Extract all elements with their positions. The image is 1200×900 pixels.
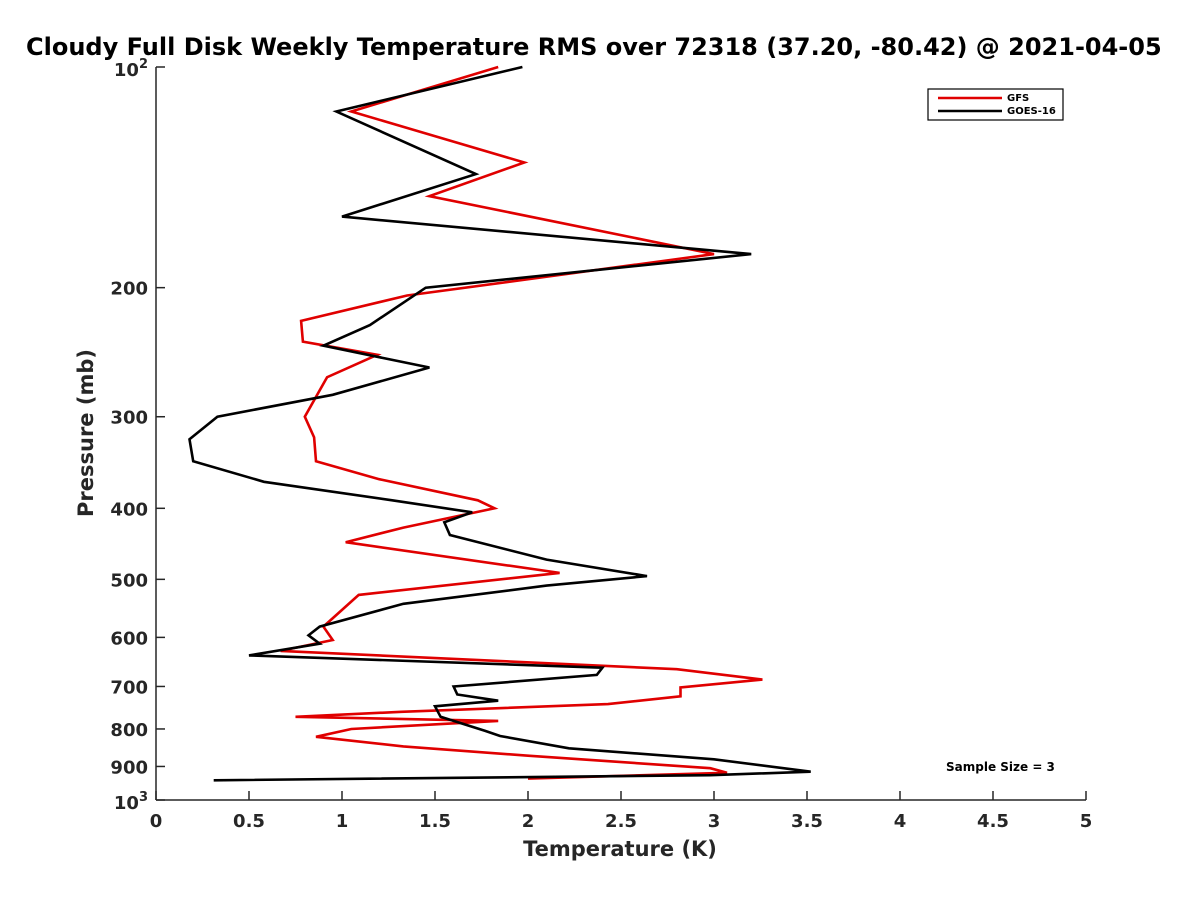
x-tick-label: 2.5 [605, 811, 637, 832]
x-tick-label: 0.5 [233, 811, 265, 832]
series-line-goes-16 [188, 65, 811, 782]
y-tick-label: 600 [110, 628, 148, 649]
y-tick-label: 200 [110, 279, 148, 300]
sample-size-annotation: Sample Size = 3 [946, 760, 1055, 774]
x-axis-label: Temperature (K) [523, 837, 717, 861]
y-tick-label: 500 [110, 570, 148, 591]
y-tick-label: 900 [110, 757, 148, 778]
y-tick-label: 700 [110, 677, 148, 698]
y-tick-label: 400 [110, 499, 148, 520]
y-tick-label: 800 [110, 720, 148, 741]
chart-title: Cloudy Full Disk Weekly Temperature RMS … [26, 33, 1162, 61]
x-tick-label: 2 [522, 811, 535, 832]
y-ticks: 102 200 300 400 500 600 700 800 900 103 [110, 57, 165, 814]
series-layer [188, 65, 811, 782]
y-tick-label: 103 [114, 790, 148, 814]
x-tick-label: 1 [336, 811, 349, 832]
x-tick-label: 4.5 [977, 811, 1009, 832]
x-tick-label: 3 [708, 811, 721, 832]
legend: GFS GOES-16 [927, 88, 1064, 121]
y-tick-label: 102 [114, 57, 148, 81]
series-line-gfs [280, 65, 763, 780]
y-axis-label: Pressure (mb) [74, 349, 98, 517]
legend-gfs-label: GFS [1007, 93, 1029, 104]
legend-goes16-label: GOES-16 [1007, 106, 1056, 117]
legend-box [927, 88, 1064, 121]
y-tick-label: 300 [110, 408, 148, 429]
x-tick-label: 4 [894, 811, 907, 832]
x-tick-label: 3.5 [791, 811, 823, 832]
plot-area: 0 0.5 1 1.5 2 2.5 3 3.5 4 4.5 5 102 200 300 400 500 600… [110, 57, 1092, 832]
x-tick-label: 1.5 [419, 811, 451, 832]
x-ticks: 0 0.5 1 1.5 2 2.5 3 3.5 4 4.5 5 [150, 791, 1093, 832]
x-tick-label: 5 [1080, 811, 1093, 832]
x-tick-label: 0 [150, 811, 163, 832]
